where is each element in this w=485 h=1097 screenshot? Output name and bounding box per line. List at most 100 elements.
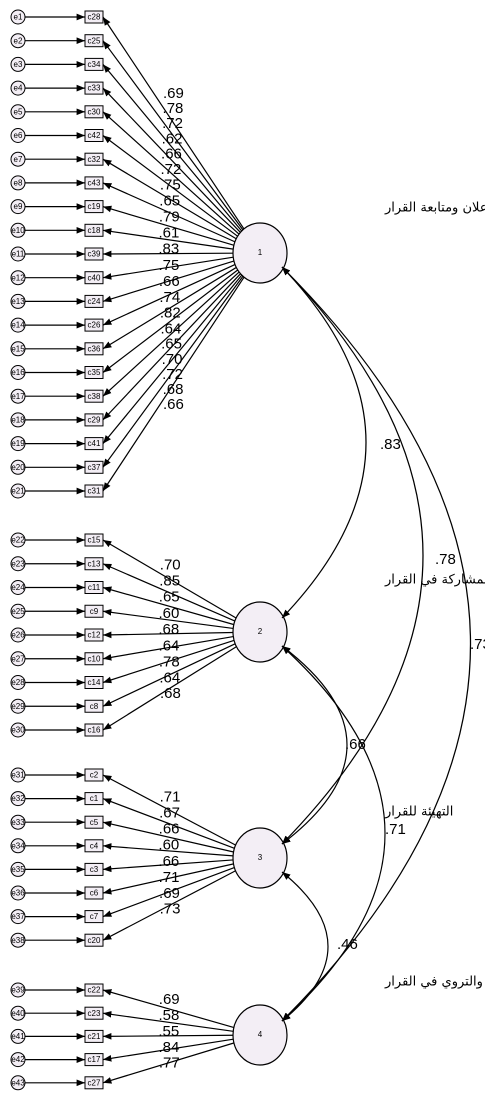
loading-arrow xyxy=(102,256,234,280)
loading-label: .66 xyxy=(159,820,180,837)
error-label: e31 xyxy=(11,771,25,780)
loading-label: .70 xyxy=(160,557,181,574)
loading-arrow xyxy=(102,645,238,731)
item-label: c34 xyxy=(88,60,101,69)
loading-label: .75 xyxy=(159,257,180,274)
item-label: c3 xyxy=(90,865,99,874)
item-label: c4 xyxy=(90,841,99,850)
factor-name: الاستشارة والتروي في القرار xyxy=(384,975,485,990)
correlation-arc xyxy=(281,266,472,1022)
item-label: c35 xyxy=(88,368,101,377)
factor xyxy=(232,1004,288,1066)
correlation-label: .46 xyxy=(337,936,358,953)
loading-label: .72 xyxy=(160,161,181,178)
correlation-label: .83 xyxy=(380,436,401,453)
loading-arrow xyxy=(102,643,236,707)
loading-arrow xyxy=(102,158,238,240)
factor-name: المشاركة في القرار xyxy=(384,573,485,588)
error-label: e19 xyxy=(11,439,25,448)
item-label: c20 xyxy=(88,936,101,945)
error-label: e39 xyxy=(11,986,25,995)
loading-arrow xyxy=(102,798,235,850)
loading-arrow xyxy=(102,563,236,622)
error-label: e38 xyxy=(11,936,25,945)
item-label: c7 xyxy=(90,912,99,921)
loading-label: .66 xyxy=(158,853,179,870)
loading-arrow xyxy=(102,609,234,630)
item-label: c9 xyxy=(90,607,99,616)
item-label: c21 xyxy=(88,1032,101,1041)
loading-label: .62 xyxy=(162,130,183,147)
error-label: e9 xyxy=(14,202,23,211)
loading-label: .75 xyxy=(160,177,181,194)
error-label: e22 xyxy=(11,536,25,545)
loading-label: .61 xyxy=(159,224,180,241)
loading-arrow xyxy=(102,260,235,303)
loading-label: .58 xyxy=(158,1007,179,1024)
loading-arrow xyxy=(102,1032,234,1040)
factor-name: التهيئة للقرار xyxy=(384,805,453,820)
loading-arrow xyxy=(102,639,235,684)
error-label: e29 xyxy=(11,702,25,711)
item-label: c39 xyxy=(88,250,101,259)
loading-label: .66 xyxy=(163,396,184,413)
error-label: e42 xyxy=(11,1055,25,1064)
loading-label: .65 xyxy=(159,192,180,209)
loading-arrow xyxy=(102,40,245,232)
loading-arrow xyxy=(102,539,238,619)
loading-arrow xyxy=(102,820,234,853)
error-label: e3 xyxy=(14,60,23,69)
item-label: c32 xyxy=(88,155,101,164)
item-label: c31 xyxy=(88,487,101,496)
error-label: e28 xyxy=(11,678,25,687)
loading-arrow xyxy=(102,263,236,326)
loading-arrow xyxy=(102,266,238,350)
item-label: c2 xyxy=(90,771,99,780)
loading-arrow xyxy=(102,111,241,236)
error-label: e24 xyxy=(11,583,25,592)
error-label: e40 xyxy=(11,1009,25,1018)
loading-label: .68 xyxy=(163,381,184,398)
factor-label: 3 xyxy=(258,853,263,862)
loading-arrow xyxy=(102,272,242,421)
loading-label: .66 xyxy=(159,273,180,290)
loading-label: .78 xyxy=(163,100,184,117)
item-label: c41 xyxy=(88,439,101,448)
loading-arrow xyxy=(102,774,237,846)
loading-label: .83 xyxy=(158,241,179,258)
loading-label: .84 xyxy=(159,1039,180,1056)
error-label: e26 xyxy=(11,631,25,640)
loading-label: .69 xyxy=(159,991,180,1008)
item-label: c5 xyxy=(90,818,99,827)
factor-label: 1 xyxy=(258,248,263,257)
item-label: c25 xyxy=(88,36,101,45)
error-label: e32 xyxy=(11,794,25,803)
error-label: e10 xyxy=(11,226,25,235)
error-label: e13 xyxy=(11,297,25,306)
item-label: c33 xyxy=(88,84,101,93)
error-label: e16 xyxy=(11,368,25,377)
loading-arrow xyxy=(102,586,235,626)
error-label: e23 xyxy=(11,559,25,568)
item-label: c18 xyxy=(88,226,101,235)
loading-arrow xyxy=(102,1042,235,1084)
loading-label: .85 xyxy=(159,573,180,590)
error-label: e34 xyxy=(11,841,25,850)
item-label: c8 xyxy=(90,702,99,711)
item-label: c12 xyxy=(88,631,101,640)
loading-label: .72 xyxy=(162,115,183,132)
loading-label: .71 xyxy=(160,789,181,806)
error-label: e35 xyxy=(11,865,25,874)
loading-label: .60 xyxy=(158,837,179,854)
loading-arrow xyxy=(102,274,245,468)
loading-arrow xyxy=(102,631,234,639)
factor xyxy=(232,222,288,284)
error-label: e7 xyxy=(14,155,23,164)
correlation-arc xyxy=(281,266,424,845)
item-label: c36 xyxy=(88,344,101,353)
error-label: e33 xyxy=(11,818,25,827)
loading-label: .60 xyxy=(158,605,179,622)
correlation-label: .73 xyxy=(470,636,485,653)
error-label: e12 xyxy=(11,273,25,282)
item-label: c14 xyxy=(88,678,101,687)
